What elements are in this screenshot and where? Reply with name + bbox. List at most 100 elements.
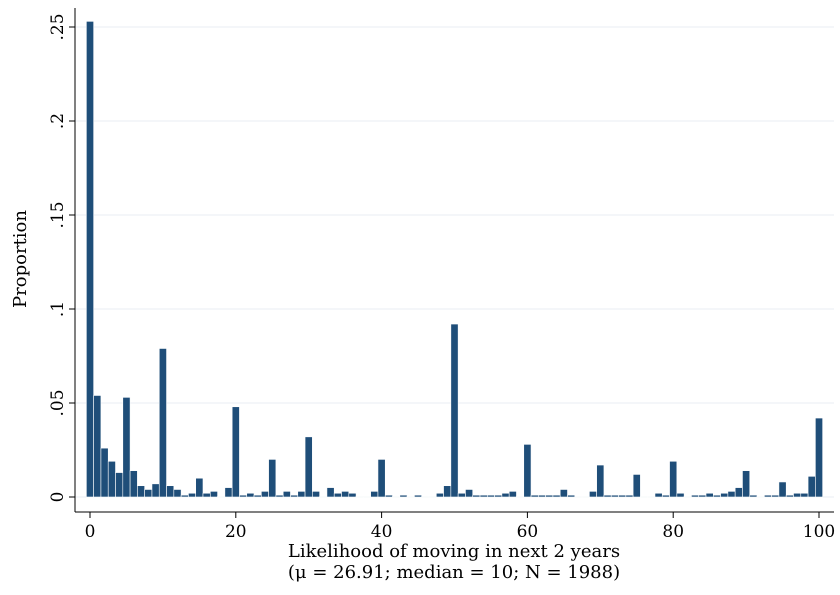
histogram-bar [457,492,466,498]
histogram-bar [100,447,109,498]
bars [86,21,823,498]
histogram-bar [195,477,204,498]
histogram-bar [202,492,211,498]
histogram-bar [516,496,525,498]
histogram-bar [341,491,350,498]
histogram-bar [815,417,823,498]
histogram-bar [501,492,510,498]
histogram-bar [348,492,357,498]
histogram-bar [406,496,415,498]
x-tick-label: 0 [85,522,96,542]
histogram-bar [319,496,328,498]
y-tick-label: .1 [48,301,68,317]
histogram-bar [727,491,736,498]
histogram-bar [166,485,175,498]
histogram-bar [188,492,197,498]
histogram-bar [304,436,313,498]
histogram-bar [224,487,233,498]
histogram-bar [107,460,116,498]
x-tick-label: 60 [517,522,539,542]
histogram-bar [217,496,226,498]
histogram-bar [93,395,102,498]
histogram-bar [275,494,284,498]
histogram-bar [720,492,729,498]
histogram-bar [800,492,809,498]
histogram-bar [209,491,218,498]
x-axis-title: Likelihood of moving in next 2 years [288,541,620,562]
histogram-bar [683,496,692,498]
y-tick-label: .25 [48,13,68,40]
histogram-bar [129,470,138,498]
histogram-bar [530,494,539,498]
histogram-bar [589,491,597,498]
histogram-bar [487,494,495,498]
histogram-bar [610,494,619,498]
x-axis-ticks: 0 20 40 60 80 100 [85,512,835,542]
histogram-bar [712,494,721,498]
histogram-bar [508,491,517,498]
histogram-bar [384,494,393,498]
histogram-bar [545,494,554,498]
x-tick-label: 20 [225,522,247,542]
histogram-bar [756,496,765,498]
histogram-bar [290,494,299,498]
y-tick-label: .05 [48,389,68,416]
histogram-bar [807,476,816,498]
histogram-bar [494,494,503,498]
histogram-bar [771,494,780,498]
histogram-bar [122,397,131,498]
x-tick-label: 100 [803,522,835,542]
x-tick-label: 40 [371,522,393,542]
histogram-bar [472,494,481,498]
histogram-bar [793,492,802,498]
histogram-bar [297,491,306,498]
histogram-bar [86,21,94,498]
histogram-bar [676,492,685,498]
histogram-bar [326,487,335,498]
histogram-bar [115,472,124,498]
histogram-bar [158,348,167,498]
histogram-bar [231,406,240,498]
histogram-bar [734,487,743,498]
histogram-bar [698,494,707,498]
histogram-bar [246,492,255,498]
histogram-bar [581,496,590,498]
histogram-bar [785,494,794,498]
histogram-bar [282,491,291,498]
histogram-bar [618,494,627,498]
histogram-bar [399,494,408,498]
x-tick-label: 80 [662,522,684,542]
histogram-bar [749,494,758,498]
y-tick-label: .2 [48,113,68,129]
histogram-bar [173,489,182,498]
histogram-bar [370,491,379,498]
histogram-bar [661,494,670,498]
histogram-bar [567,494,576,498]
histogram-bar [421,496,430,498]
y-axis-ticks: 0 .05 .1 .15 .2 .25 [48,13,75,502]
y-tick-label: .15 [48,201,68,228]
histogram-bar [137,485,145,498]
histogram-bar [603,494,612,498]
histogram-bar [669,460,678,498]
histogram-bar [253,494,262,498]
histogram-bar [523,444,532,498]
histogram-bar [180,494,189,498]
histogram-bar [538,494,546,498]
histogram-bar [479,494,488,498]
x-axis-subtitle: (μ = 26.91; median = 10; N = 1988) [288,562,620,583]
histogram-bar [705,492,714,498]
histogram-bar [559,489,568,498]
histogram-bar [654,492,663,498]
histogram-bar [333,492,342,498]
histogram-bar [377,459,386,498]
histogram-bar [239,494,248,498]
histogram-bar [435,492,444,498]
histogram-bar [552,494,561,498]
histogram-bar [443,485,452,498]
histogram-bar [261,491,269,498]
histogram-bar [268,459,277,498]
histogram-bar [640,496,648,498]
histogram-bar [647,496,656,498]
histogram-bar [312,491,320,498]
